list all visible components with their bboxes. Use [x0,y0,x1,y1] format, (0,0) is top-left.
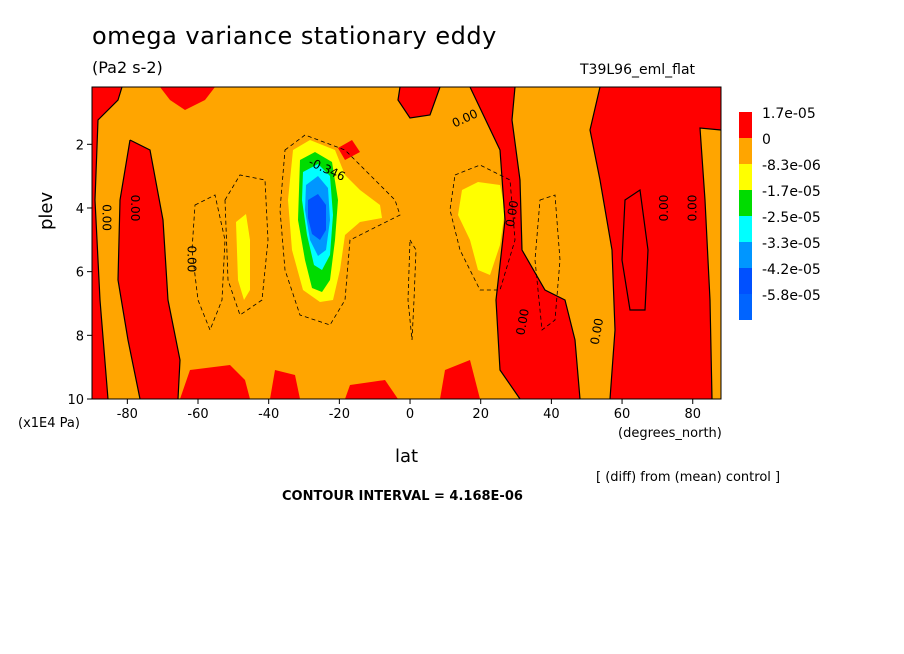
region-red-nh-edge [590,87,721,399]
plot-frame [91,86,722,400]
y-units-label: (x1E4 Pa) [18,416,80,431]
legend-label: -8.3e-06 [762,158,821,174]
x-tick-label: 80 [684,407,701,422]
legend-label: -1.7e-05 [762,184,821,200]
x-tick-label: -60 [187,407,208,422]
contour-label: 0.00 [100,204,114,231]
region-red-bottom-c [345,380,398,399]
region-red-sh-edge [92,87,122,399]
x-units-label: (degrees_north) [618,426,722,441]
region-yellow-nh [458,182,505,275]
region-red-small-blob [338,140,360,160]
y-tick-label: 6 [76,266,84,281]
x-tick-label: 40 [543,407,560,422]
contour-label: 0.00 [184,246,198,273]
contour-label: 0.00 [128,195,142,222]
y-axis-label: plev [36,191,57,230]
legend-swatch [739,112,752,138]
legend-label: -5.8e-05 [762,288,821,304]
legend-swatch [739,294,752,320]
legend-label: -3.3e-05 [762,236,821,252]
legend-swatch [739,242,752,268]
region-blue [308,194,326,240]
chart-title: omega variance stationary eddy [92,22,497,50]
x-axis: -80 -60 -40 -20 0 20 40 60 80 [117,399,701,422]
zero-contours [94,87,721,399]
y-tick-label: 10 [67,393,84,408]
x-tick-label: 0 [406,407,414,422]
region-red-top-mid [398,87,440,118]
legend-swatch [739,190,752,216]
region-red-bottom-b [270,370,300,399]
contour-label: 0.00 [657,195,671,222]
legend-label: -4.2e-05 [762,262,821,278]
y-tick-label: 4 [76,202,84,217]
region-red-bottom-d [440,360,480,399]
contour-label: 0.00 [513,308,531,337]
negative-contours [191,134,561,341]
contour-label: 0.00 [503,199,521,228]
legend-label: 1.7e-05 [762,106,816,122]
region-red-top-left [160,87,215,110]
region-yellow-sh-small [236,214,250,300]
y-tick-label: 2 [76,138,84,153]
region-red-bottom-a [180,365,250,399]
contour-label: 0.00 [685,195,699,222]
units-label: (Pa2 s-2) [92,58,163,77]
region-red-sh-band [118,140,180,399]
x-tick-label: -80 [117,407,138,422]
legend-swatch [739,138,752,164]
color-legend: 1.7e-05 0 -8.3e-06 -1.7e-05 -2.5e-05 -3.3e-05… [739,106,821,320]
x-tick-label: -20 [329,407,350,422]
contour-interval: CONTOUR INTERVAL = 4.168E-06 [282,489,523,504]
x-tick-label: -40 [258,407,279,422]
legend-swatch [739,164,752,190]
x-tick-label: 20 [472,407,489,422]
y-axis: 2 4 6 8 10 [67,138,92,408]
legend-swatch [739,268,752,294]
diff-note: [ (diff) from (mean) control ] [596,470,781,485]
contour-label: 0.00 [588,317,606,346]
legend-label: -2.5e-05 [762,210,821,226]
legend-swatch [739,216,752,242]
y-tick-label: 8 [76,329,84,344]
x-axis-label: lat [395,446,419,467]
x-tick-label: 60 [614,407,631,422]
run-label: T39L96_eml_flat [580,62,696,78]
legend-label: 0 [762,132,771,148]
